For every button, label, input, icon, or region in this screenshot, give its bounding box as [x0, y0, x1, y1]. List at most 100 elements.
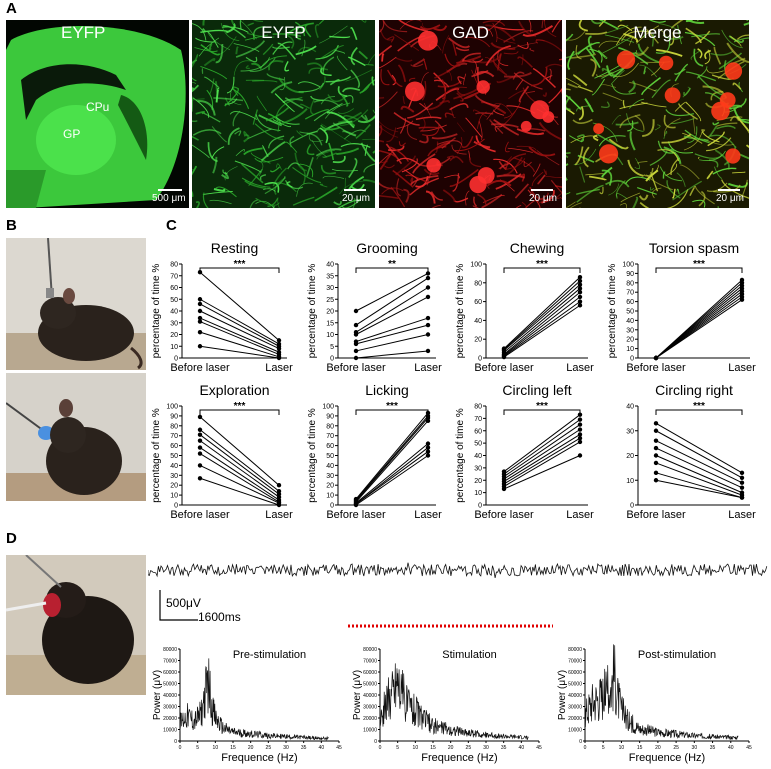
series-line [355, 317, 429, 343]
fiber [350, 47, 358, 66]
fiber [527, 189, 541, 208]
fiber [419, 24, 441, 31]
fiber [321, 123, 352, 144]
x-tick-label: Laser [566, 362, 594, 374]
fiber [663, 114, 676, 129]
data-point [353, 348, 359, 354]
fiber [536, 150, 560, 166]
fiber [209, 78, 215, 95]
x-tick-label: 25 [673, 745, 679, 751]
data-point [425, 418, 431, 424]
x-axis-label: Frequence (Hz) [221, 752, 297, 764]
y-tick-label: 20000 [363, 716, 377, 722]
fiber [685, 20, 705, 24]
fiber [736, 116, 749, 134]
fiber [221, 171, 230, 180]
chart-title: Circling right [655, 382, 733, 398]
fiber [474, 94, 500, 108]
fiber [352, 198, 356, 208]
series-line [199, 477, 280, 506]
fiber [372, 109, 375, 114]
fiber [672, 180, 702, 201]
data-point [577, 427, 583, 432]
fiber [444, 174, 460, 179]
fiber [448, 37, 471, 49]
fiber [218, 36, 237, 55]
series-line [655, 479, 743, 499]
fiber [543, 169, 547, 176]
fiber [406, 124, 418, 141]
x-tick-label: Laser [728, 509, 756, 521]
fiber [350, 122, 356, 127]
fiber [707, 125, 718, 138]
fiber [410, 175, 439, 186]
fiber [626, 113, 644, 132]
series-line [355, 443, 429, 504]
fiber [674, 63, 689, 82]
fiber [192, 135, 199, 141]
fiber [230, 20, 235, 25]
data-point [197, 432, 203, 437]
cell-body [711, 101, 730, 121]
cell-body [725, 148, 741, 164]
fiber [635, 25, 660, 44]
data-point [501, 486, 507, 492]
x-tick-label: 25 [466, 745, 472, 751]
significance-bracket [355, 267, 429, 273]
fiber [241, 177, 271, 188]
fiber [239, 20, 244, 30]
fiber [442, 189, 456, 202]
fiber [401, 158, 418, 173]
data-point [353, 322, 359, 328]
x-tick-label: Before laser [326, 509, 386, 521]
fiber [339, 180, 370, 195]
fiber [313, 99, 341, 107]
y-axis-label: Power (μV) [557, 670, 568, 720]
fiber [235, 149, 245, 157]
eyfp-confocal-image: EYFP 20 μm [192, 20, 375, 208]
fiber [597, 49, 608, 59]
fiber [452, 156, 464, 164]
chart-grooming: Grooming percentage of time % 0 5 10 15 20 25 30… [307, 240, 442, 374]
fiber [592, 122, 618, 143]
x-tick-label: 35 [301, 745, 307, 751]
spectrum-stimulation: 0 10000 20000 30000 40000 50000 60000 70000 8000… [352, 647, 542, 764]
fiber [379, 45, 393, 57]
series-line [655, 447, 743, 489]
chart-title: Circling left [502, 382, 571, 398]
y-tick-label: 50 [626, 309, 634, 316]
x-tick-label: 30 [483, 745, 489, 751]
y-tick-label: 50000 [363, 682, 377, 688]
fiber [410, 63, 424, 67]
fiber [203, 76, 220, 89]
fiber [494, 103, 513, 115]
y-tick-label: 80000 [163, 647, 177, 653]
mouse-photo-stimulated [6, 373, 146, 501]
fiber [435, 141, 439, 154]
fiber [551, 20, 562, 33]
fiber [493, 158, 518, 174]
fiber [260, 141, 286, 162]
y-tick-label: 0 [630, 356, 634, 363]
fiber [672, 188, 676, 199]
fiber [645, 169, 659, 182]
fiber [449, 103, 469, 111]
fiber [503, 71, 532, 78]
fiber [503, 29, 534, 43]
fiber [441, 79, 447, 100]
fiber [496, 75, 514, 84]
data-point [577, 278, 583, 284]
fiber [404, 169, 419, 181]
y-tick-label: 10 [326, 332, 334, 339]
y-tick-label: 100 [166, 404, 178, 411]
y-tick-label: 70 [170, 433, 178, 440]
data-point [577, 439, 583, 445]
fiber [477, 111, 487, 129]
y-tick-label: 80 [326, 423, 334, 430]
fiber [572, 118, 593, 125]
y-tick-label: 50 [326, 453, 334, 460]
fiber [372, 150, 375, 154]
fiber [485, 45, 511, 66]
data-point [577, 422, 583, 427]
series-line [355, 412, 429, 500]
